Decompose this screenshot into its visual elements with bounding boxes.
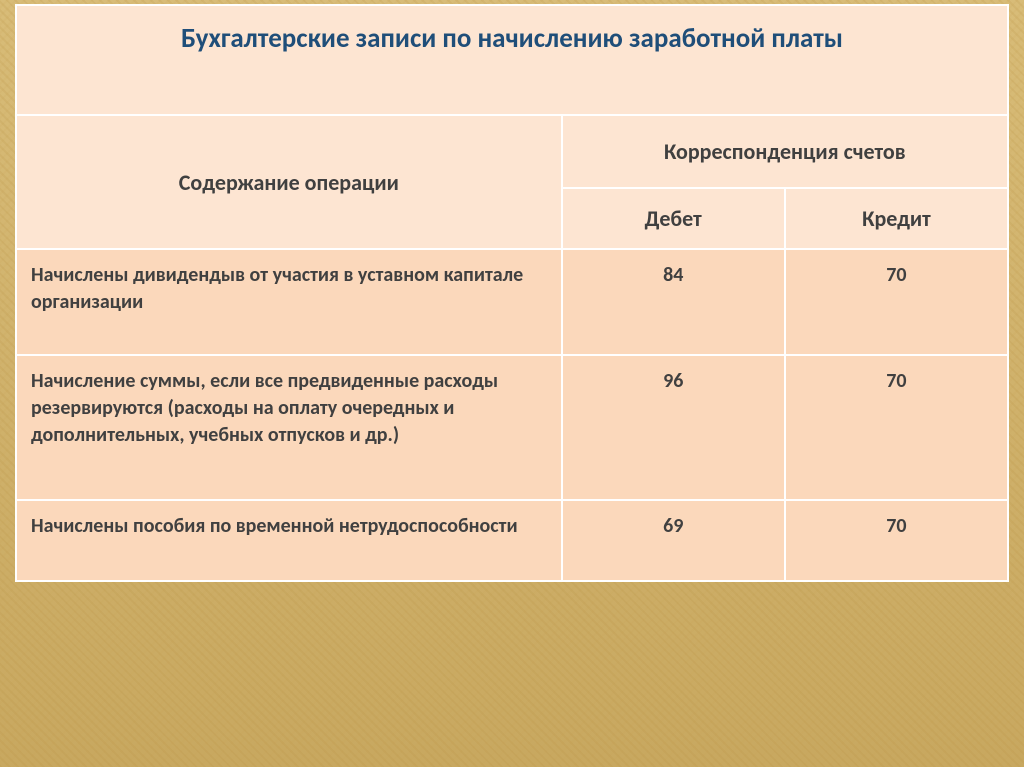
row-debit: 84 — [562, 249, 785, 355]
header-row-1: Содержание операции Корреспонденция счет… — [16, 115, 1008, 188]
table-title: Бухгалтерские записи по начислению зараб… — [16, 5, 1008, 115]
table-row: Начислены пособия по временной нетрудосп… — [16, 500, 1008, 581]
row-credit: 70 — [785, 355, 1008, 500]
accounting-table-container: Бухгалтерские записи по начислению зараб… — [15, 4, 1009, 582]
table-row: Начислены дивидендыв от участия в уставн… — [16, 249, 1008, 355]
row-credit: 70 — [785, 500, 1008, 581]
row-credit: 70 — [785, 249, 1008, 355]
header-desc: Содержание операции — [16, 115, 562, 249]
row-desc: Начислены дивидендыв от участия в уставн… — [16, 249, 562, 355]
row-desc: Начисление суммы, если все предвиденные … — [16, 355, 562, 500]
header-debit: Дебет — [562, 188, 785, 249]
header-corr: Корреспонденция счетов — [562, 115, 1008, 188]
header-credit: Кредит — [785, 188, 1008, 249]
title-row: Бухгалтерские записи по начислению зараб… — [16, 5, 1008, 115]
table-row: Начисление суммы, если все предвиденные … — [16, 355, 1008, 500]
row-debit: 69 — [562, 500, 785, 581]
row-desc: Начислены пособия по временной нетрудосп… — [16, 500, 562, 581]
row-debit: 96 — [562, 355, 785, 500]
accounting-table: Бухгалтерские записи по начислению зараб… — [15, 4, 1009, 582]
